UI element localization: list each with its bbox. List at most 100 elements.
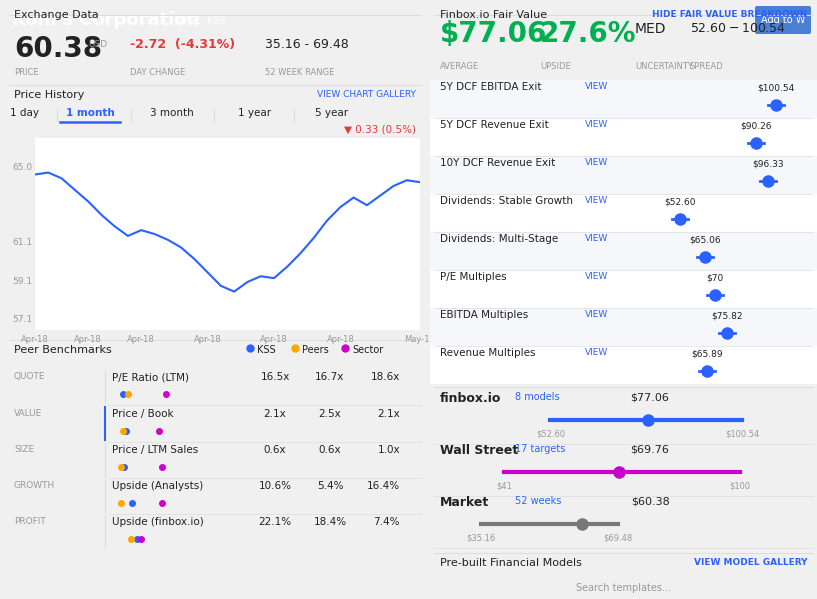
Text: 1 month: 1 month	[65, 108, 114, 118]
Text: DAY CHANGE: DAY CHANGE	[130, 68, 185, 77]
Text: 7.4%: 7.4%	[373, 517, 400, 527]
Text: VIEW: VIEW	[585, 348, 608, 357]
Text: 17 targets: 17 targets	[515, 444, 565, 454]
Text: VIEW: VIEW	[585, 158, 608, 167]
Text: NYSE: KSS: NYSE: KSS	[175, 16, 225, 26]
Text: VIEW MODEL GALLERY: VIEW MODEL GALLERY	[694, 558, 807, 567]
Text: $52.60: $52.60	[664, 197, 696, 206]
Text: $65.06: $65.06	[690, 235, 721, 244]
Text: $35.16: $35.16	[466, 533, 495, 542]
Text: Upside (Analysts): Upside (Analysts)	[112, 481, 203, 491]
Text: VIEW: VIEW	[585, 120, 608, 129]
Text: AVERAGE: AVERAGE	[440, 62, 479, 71]
Text: $52.60: $52.60	[536, 429, 565, 438]
Text: Dividends: Multi-Stage: Dividends: Multi-Stage	[440, 234, 558, 244]
Text: $70: $70	[707, 273, 724, 282]
Bar	[435, 578, 812, 599]
Text: 52 WEEK RANGE: 52 WEEK RANGE	[265, 68, 334, 77]
Bar	[430, 270, 817, 308]
Text: 16.4%: 16.4%	[367, 481, 400, 491]
Text: 3 month: 3 month	[150, 108, 194, 118]
Text: 2.1x: 2.1x	[377, 409, 400, 419]
Text: EBITDA Multiples: EBITDA Multiples	[440, 310, 529, 320]
Text: 0.6x: 0.6x	[319, 445, 342, 455]
Text: QUOTE: QUOTE	[14, 372, 46, 381]
Text: MED: MED	[635, 22, 667, 36]
Text: $100.54: $100.54	[757, 83, 795, 92]
Text: 22.1%: 22.1%	[258, 517, 292, 527]
Text: VIEW: VIEW	[585, 272, 608, 281]
Text: Peer Benchmarks: Peer Benchmarks	[14, 345, 112, 355]
Text: GROWTH: GROWTH	[14, 481, 56, 490]
Text: 8 models: 8 models	[515, 392, 560, 402]
Bar	[430, 346, 817, 384]
Text: Add to W: Add to W	[761, 15, 806, 25]
Text: $77.06: $77.06	[440, 20, 547, 48]
Text: 5Y DCF Revenue Exit: 5Y DCF Revenue Exit	[440, 120, 549, 130]
Text: $77.06: $77.06	[631, 392, 669, 402]
Text: VIEW: VIEW	[585, 234, 608, 243]
Text: 18.4%: 18.4%	[314, 517, 346, 527]
Text: 35.16 - 69.48: 35.16 - 69.48	[265, 38, 349, 51]
Text: 1 year: 1 year	[239, 108, 271, 118]
Text: 27.6%: 27.6%	[540, 20, 636, 48]
Text: $69.48: $69.48	[603, 533, 632, 542]
Text: $69.76: $69.76	[631, 444, 669, 454]
Text: $100.54: $100.54	[725, 429, 759, 438]
Text: P/E Ratio (LTM): P/E Ratio (LTM)	[112, 372, 189, 382]
Text: HIDE FAIR VALUE BREAKDOWN: HIDE FAIR VALUE BREAKDOWN	[652, 10, 807, 19]
Text: finbox.io: finbox.io	[440, 392, 502, 405]
Text: 1.0x: 1.0x	[377, 445, 400, 455]
Text: Exchange Data: Exchange Data	[14, 10, 99, 20]
Text: Price / Book: Price / Book	[112, 409, 174, 419]
Text: PROFIT: PROFIT	[14, 517, 46, 526]
Text: 10Y DCF Revenue Exit: 10Y DCF Revenue Exit	[440, 158, 556, 168]
Text: Sector: Sector	[352, 345, 383, 355]
Text: USD: USD	[88, 40, 107, 49]
Text: 52 weeks: 52 weeks	[515, 496, 561, 506]
Text: Kohl's Corporation: Kohl's Corporation	[12, 11, 199, 29]
Text: 60.38: 60.38	[14, 35, 102, 63]
Bar	[430, 80, 817, 118]
Text: Market: Market	[440, 496, 489, 509]
Text: 16.5x: 16.5x	[261, 372, 290, 382]
Text: $96.33: $96.33	[752, 159, 784, 168]
Bar	[430, 156, 817, 194]
Text: PRICE: PRICE	[14, 68, 38, 77]
Bar	[430, 232, 817, 270]
Text: 5 year: 5 year	[315, 108, 349, 118]
Text: $75.82: $75.82	[711, 311, 743, 320]
Text: Pre-built Financial Models: Pre-built Financial Models	[440, 558, 582, 568]
Text: Price / LTM Sales: Price / LTM Sales	[112, 445, 199, 455]
Text: Price History: Price History	[14, 90, 84, 100]
Text: $90.26: $90.26	[739, 121, 771, 130]
Text: Finbox.io Fair Value: Finbox.io Fair Value	[440, 10, 547, 20]
Text: SPREAD: SPREAD	[690, 62, 724, 71]
Text: 1 day: 1 day	[10, 108, 38, 118]
Text: Search templates...: Search templates...	[575, 583, 671, 593]
Text: 2.5x: 2.5x	[319, 409, 342, 419]
Text: 16.7x: 16.7x	[315, 372, 345, 382]
Text: $65.89: $65.89	[691, 349, 722, 358]
Text: 18.6x: 18.6x	[371, 372, 400, 382]
Text: Dividends: Stable Growth: Dividends: Stable Growth	[440, 196, 573, 206]
Text: 5Y DCF EBITDA Exit: 5Y DCF EBITDA Exit	[440, 82, 542, 92]
Text: Upside (finbox.io): Upside (finbox.io)	[112, 517, 203, 527]
Bar	[430, 308, 817, 346]
Text: $100: $100	[730, 481, 751, 490]
Text: P/E Multiples: P/E Multiples	[440, 272, 507, 282]
Text: $41: $41	[496, 481, 512, 490]
Text: VIEW: VIEW	[585, 82, 608, 91]
Text: SIZE: SIZE	[14, 445, 34, 454]
Text: 0.6x: 0.6x	[264, 445, 286, 455]
Text: VIEW: VIEW	[585, 310, 608, 319]
Text: Wall Street: Wall Street	[440, 444, 518, 457]
Text: KSS: KSS	[257, 345, 275, 355]
Text: ▼ 0.33 (0.5%): ▼ 0.33 (0.5%)	[344, 125, 416, 135]
Text: Revenue Multiples: Revenue Multiples	[440, 348, 535, 358]
Bar	[430, 118, 817, 156]
Text: Peers: Peers	[302, 345, 328, 355]
Text: 2.1x: 2.1x	[264, 409, 287, 419]
Text: UNCERTAINTY: UNCERTAINTY	[635, 62, 693, 71]
Text: $52.60 - $100.54: $52.60 - $100.54	[690, 22, 786, 35]
